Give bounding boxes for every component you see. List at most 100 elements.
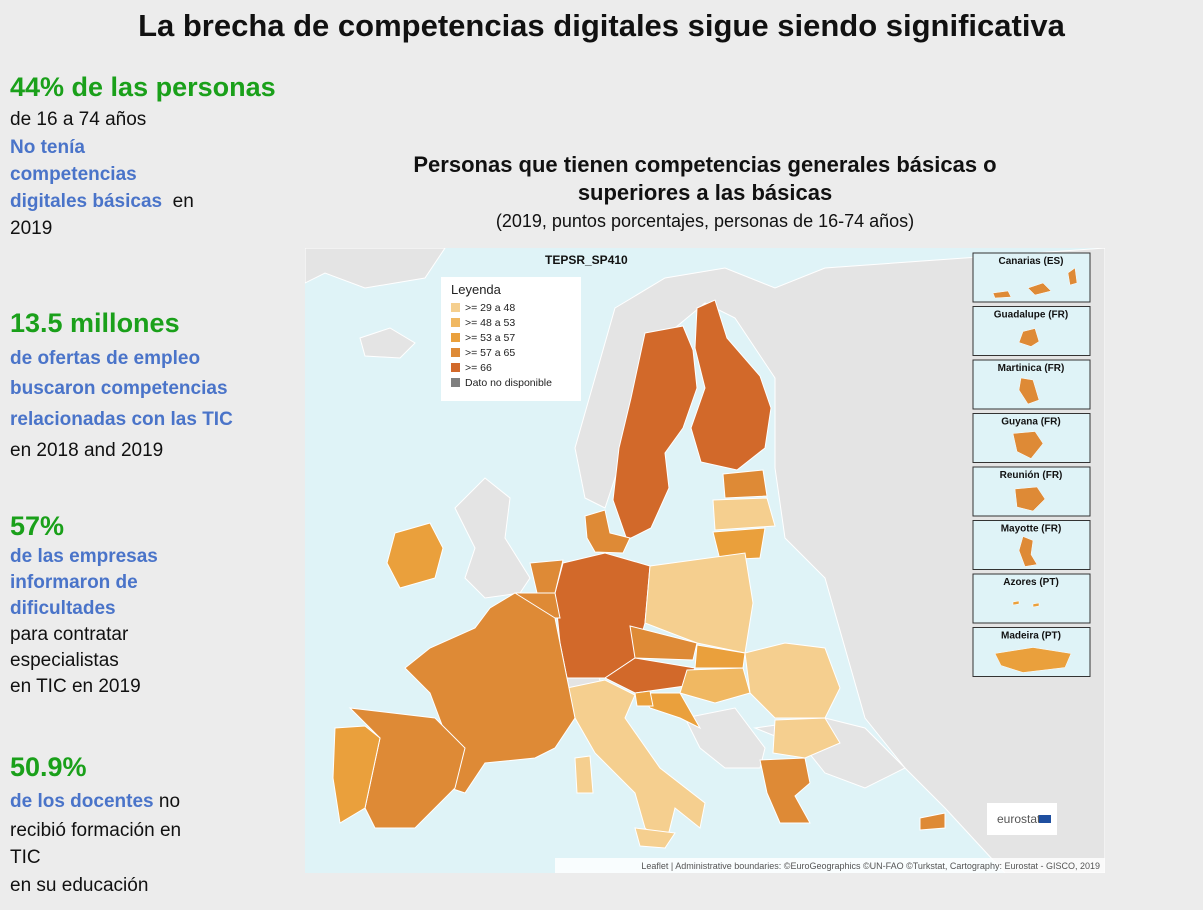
italy — [566, 679, 706, 849]
stat-line: de las empresas — [10, 544, 305, 570]
inset: Azores (PT) — [972, 573, 1091, 624]
stat-emphasis: informaron de — [10, 572, 138, 593]
legend-title: Leyenda — [451, 282, 502, 297]
estonia — [722, 469, 768, 499]
inset: Madeira (PT) — [972, 627, 1091, 677]
legend-swatch — [451, 318, 460, 327]
stat-plain: TIC — [10, 847, 41, 868]
stat-line: en su educación — [10, 871, 305, 900]
slide-title: La brecha de competencias digitales sigu… — [138, 8, 1065, 43]
stat-line: en 2018 and 2019 — [10, 435, 305, 467]
stat-plain: en su educación — [10, 875, 149, 896]
legend: Leyenda >= 29 a 48 >= 48 a 53 >= 53 a 57 >=… — [441, 277, 581, 401]
stat-emphasis: No tenía — [10, 137, 85, 158]
stat-emphasis: de las empresas — [10, 546, 158, 567]
cyprus — [919, 812, 946, 831]
inset: Guyana (FR) — [972, 413, 1091, 463]
stat-block: 44% de las personas de 16 a 74 años No ten… — [10, 68, 305, 242]
stat-emphasis: de los docentes — [10, 791, 154, 812]
inset: Guadalupe (FR) — [972, 306, 1091, 356]
attribution: Leaflet | Administrative boundaries: ©Eu… — [641, 861, 1100, 871]
inset-land — [1012, 600, 1040, 608]
stat-block: 57% de las empresas informaron de dificulta… — [10, 508, 305, 700]
stat-line: especialistas — [10, 648, 305, 674]
legend-label: >= 66 — [465, 362, 492, 374]
stat-line: de 16 a 74 años — [10, 106, 305, 134]
legend-swatch — [451, 363, 460, 372]
slovenia — [634, 690, 654, 707]
stat-line: competencias — [10, 161, 305, 188]
inset-land — [1018, 328, 1040, 347]
stat-line: 50.9% — [10, 748, 305, 786]
stat-emphasis: buscaron competencias — [10, 378, 228, 399]
legend-label: Dato no disponible — [465, 377, 552, 389]
czechia — [629, 625, 698, 661]
countries — [332, 299, 946, 849]
logo: eurostat — [997, 812, 1041, 826]
stat-emphasis: competencias — [10, 164, 137, 185]
hungary — [679, 667, 751, 704]
inset-label: Azores (PT) — [1003, 577, 1059, 588]
legend-swatch — [451, 378, 460, 387]
stat-headline: 57% — [10, 511, 65, 541]
logo-flag — [1039, 815, 1051, 823]
inset-label: Guyana (FR) — [1001, 417, 1060, 428]
inset-label: Reunión (FR) — [1000, 470, 1063, 481]
map: Leyenda >= 29 a 48 >= 48 a 53 >= 53 a 57 >=… — [305, 248, 1105, 873]
sardinia — [574, 755, 594, 794]
inset-label: Canarias (ES) — [998, 256, 1063, 267]
stat-line: 44% de las personas — [10, 68, 305, 106]
land — [305, 248, 446, 289]
romania — [744, 642, 841, 719]
greece — [759, 757, 811, 824]
stat-line: dificultades — [10, 596, 305, 622]
latvia — [712, 497, 776, 531]
map-code: TEPSR_SP410 — [545, 253, 628, 267]
stat-line: recibió formación en — [10, 817, 305, 845]
inset-label: Mayotte (FR) — [1001, 524, 1062, 535]
stat-line: en TIC en 2019 — [10, 674, 305, 700]
stat-plain: en — [162, 191, 194, 212]
inset: Mayotte (FR) — [972, 520, 1091, 570]
inset-label: Guadalupe (FR) — [994, 310, 1068, 321]
stat-line: de los docentes no — [10, 786, 305, 817]
stat-line: para contratar — [10, 622, 305, 648]
stat-emphasis: digitales básicas — [10, 191, 163, 212]
bulgaria — [772, 717, 841, 759]
inset-land — [994, 647, 1072, 673]
stat-emphasis: dificultades — [10, 598, 116, 619]
balkans — [684, 707, 766, 769]
stat-emphasis: de ofertas de empleo — [10, 348, 201, 369]
stat-line: relacionadas con las TIC — [10, 404, 305, 435]
map-title: superiores a las básicas — [577, 180, 833, 205]
stat-headline: 44% de las personas — [10, 72, 276, 102]
stat-block: 13.5 millones de ofertas de empleo buscaro… — [10, 303, 305, 467]
legend-label: >= 53 a 57 — [465, 332, 515, 344]
sweden — [612, 325, 698, 541]
legend-label: >= 57 a 65 — [465, 347, 515, 359]
insets: Canarias (ES) Guadalupe (FR) Martinica (FR… — [972, 252, 1091, 677]
stat-block: 50.9% de los docentes no recibió formación… — [10, 748, 305, 900]
ireland — [386, 522, 444, 589]
stat-plain: para contratar — [10, 624, 129, 645]
stat-line: buscaron competencias — [10, 374, 305, 404]
sicily — [634, 827, 676, 849]
attribution-box — [555, 858, 1105, 873]
stat-plain: no — [153, 791, 181, 812]
stat-line: informaron de — [10, 570, 305, 596]
legend-box — [441, 277, 581, 401]
map-title: Personas que tienen competencias general… — [413, 152, 997, 177]
legend-swatch — [451, 348, 460, 357]
stat-plain: de 16 a 74 años — [10, 109, 147, 130]
stat-line: 57% — [10, 508, 305, 544]
stat-emphasis: relacionadas con las TIC — [10, 409, 233, 430]
inset-land — [1018, 377, 1040, 405]
inset: Martinica (FR) — [972, 359, 1091, 410]
finland — [690, 299, 772, 471]
inset-land — [1012, 431, 1044, 459]
stat-plain: especialistas — [10, 650, 119, 671]
stat-line: 13.5 millones — [10, 303, 305, 343]
united-kingdom — [454, 477, 531, 599]
portugal — [332, 725, 381, 824]
